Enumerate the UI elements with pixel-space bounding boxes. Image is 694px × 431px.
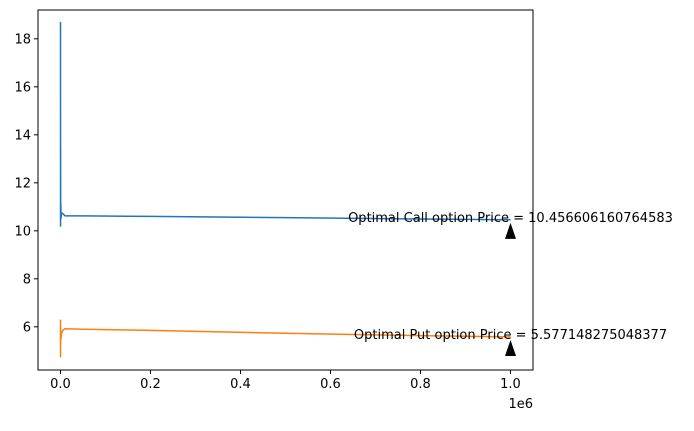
y-tick-label: 18 <box>14 32 31 47</box>
x-offset-label: 1e6 <box>508 397 533 412</box>
x-axis: 0.0 0.2 0.4 0.6 0.8 1.0 <box>50 370 521 392</box>
x-tick-label: 0.4 <box>230 377 251 392</box>
y-tick-label: 16 <box>14 80 31 95</box>
x-tick-label: 1.0 <box>500 377 521 392</box>
series-line-1 <box>59 21 511 227</box>
y-tick-label: 10 <box>14 224 31 239</box>
x-tick-label: 0.6 <box>320 377 341 392</box>
annotation-arrow-1 <box>505 222 516 239</box>
annotation-layer: Optimal Call option Price = 10.456606160… <box>348 211 673 356</box>
annotation-arrow-2 <box>505 339 516 356</box>
y-tick-label: 12 <box>14 176 31 191</box>
x-tick-label: 0.0 <box>50 377 71 392</box>
x-tick-label: 0.2 <box>140 377 161 392</box>
y-tick-label: 6 <box>23 320 31 335</box>
y-tick-label: 14 <box>14 128 31 143</box>
annotation-label-1: Optimal Call option Price = 10.456606160… <box>348 211 673 226</box>
series-line-2 <box>59 319 511 358</box>
x-tick-label: 0.8 <box>410 377 431 392</box>
series-layer <box>59 21 511 358</box>
plot-frame <box>37 9 534 371</box>
y-axis: 6 8 10 12 14 16 18 <box>14 32 38 335</box>
annotation-label-2: Optimal Put option Price = 5.57714827504… <box>354 328 667 343</box>
y-tick-label: 8 <box>23 272 31 287</box>
